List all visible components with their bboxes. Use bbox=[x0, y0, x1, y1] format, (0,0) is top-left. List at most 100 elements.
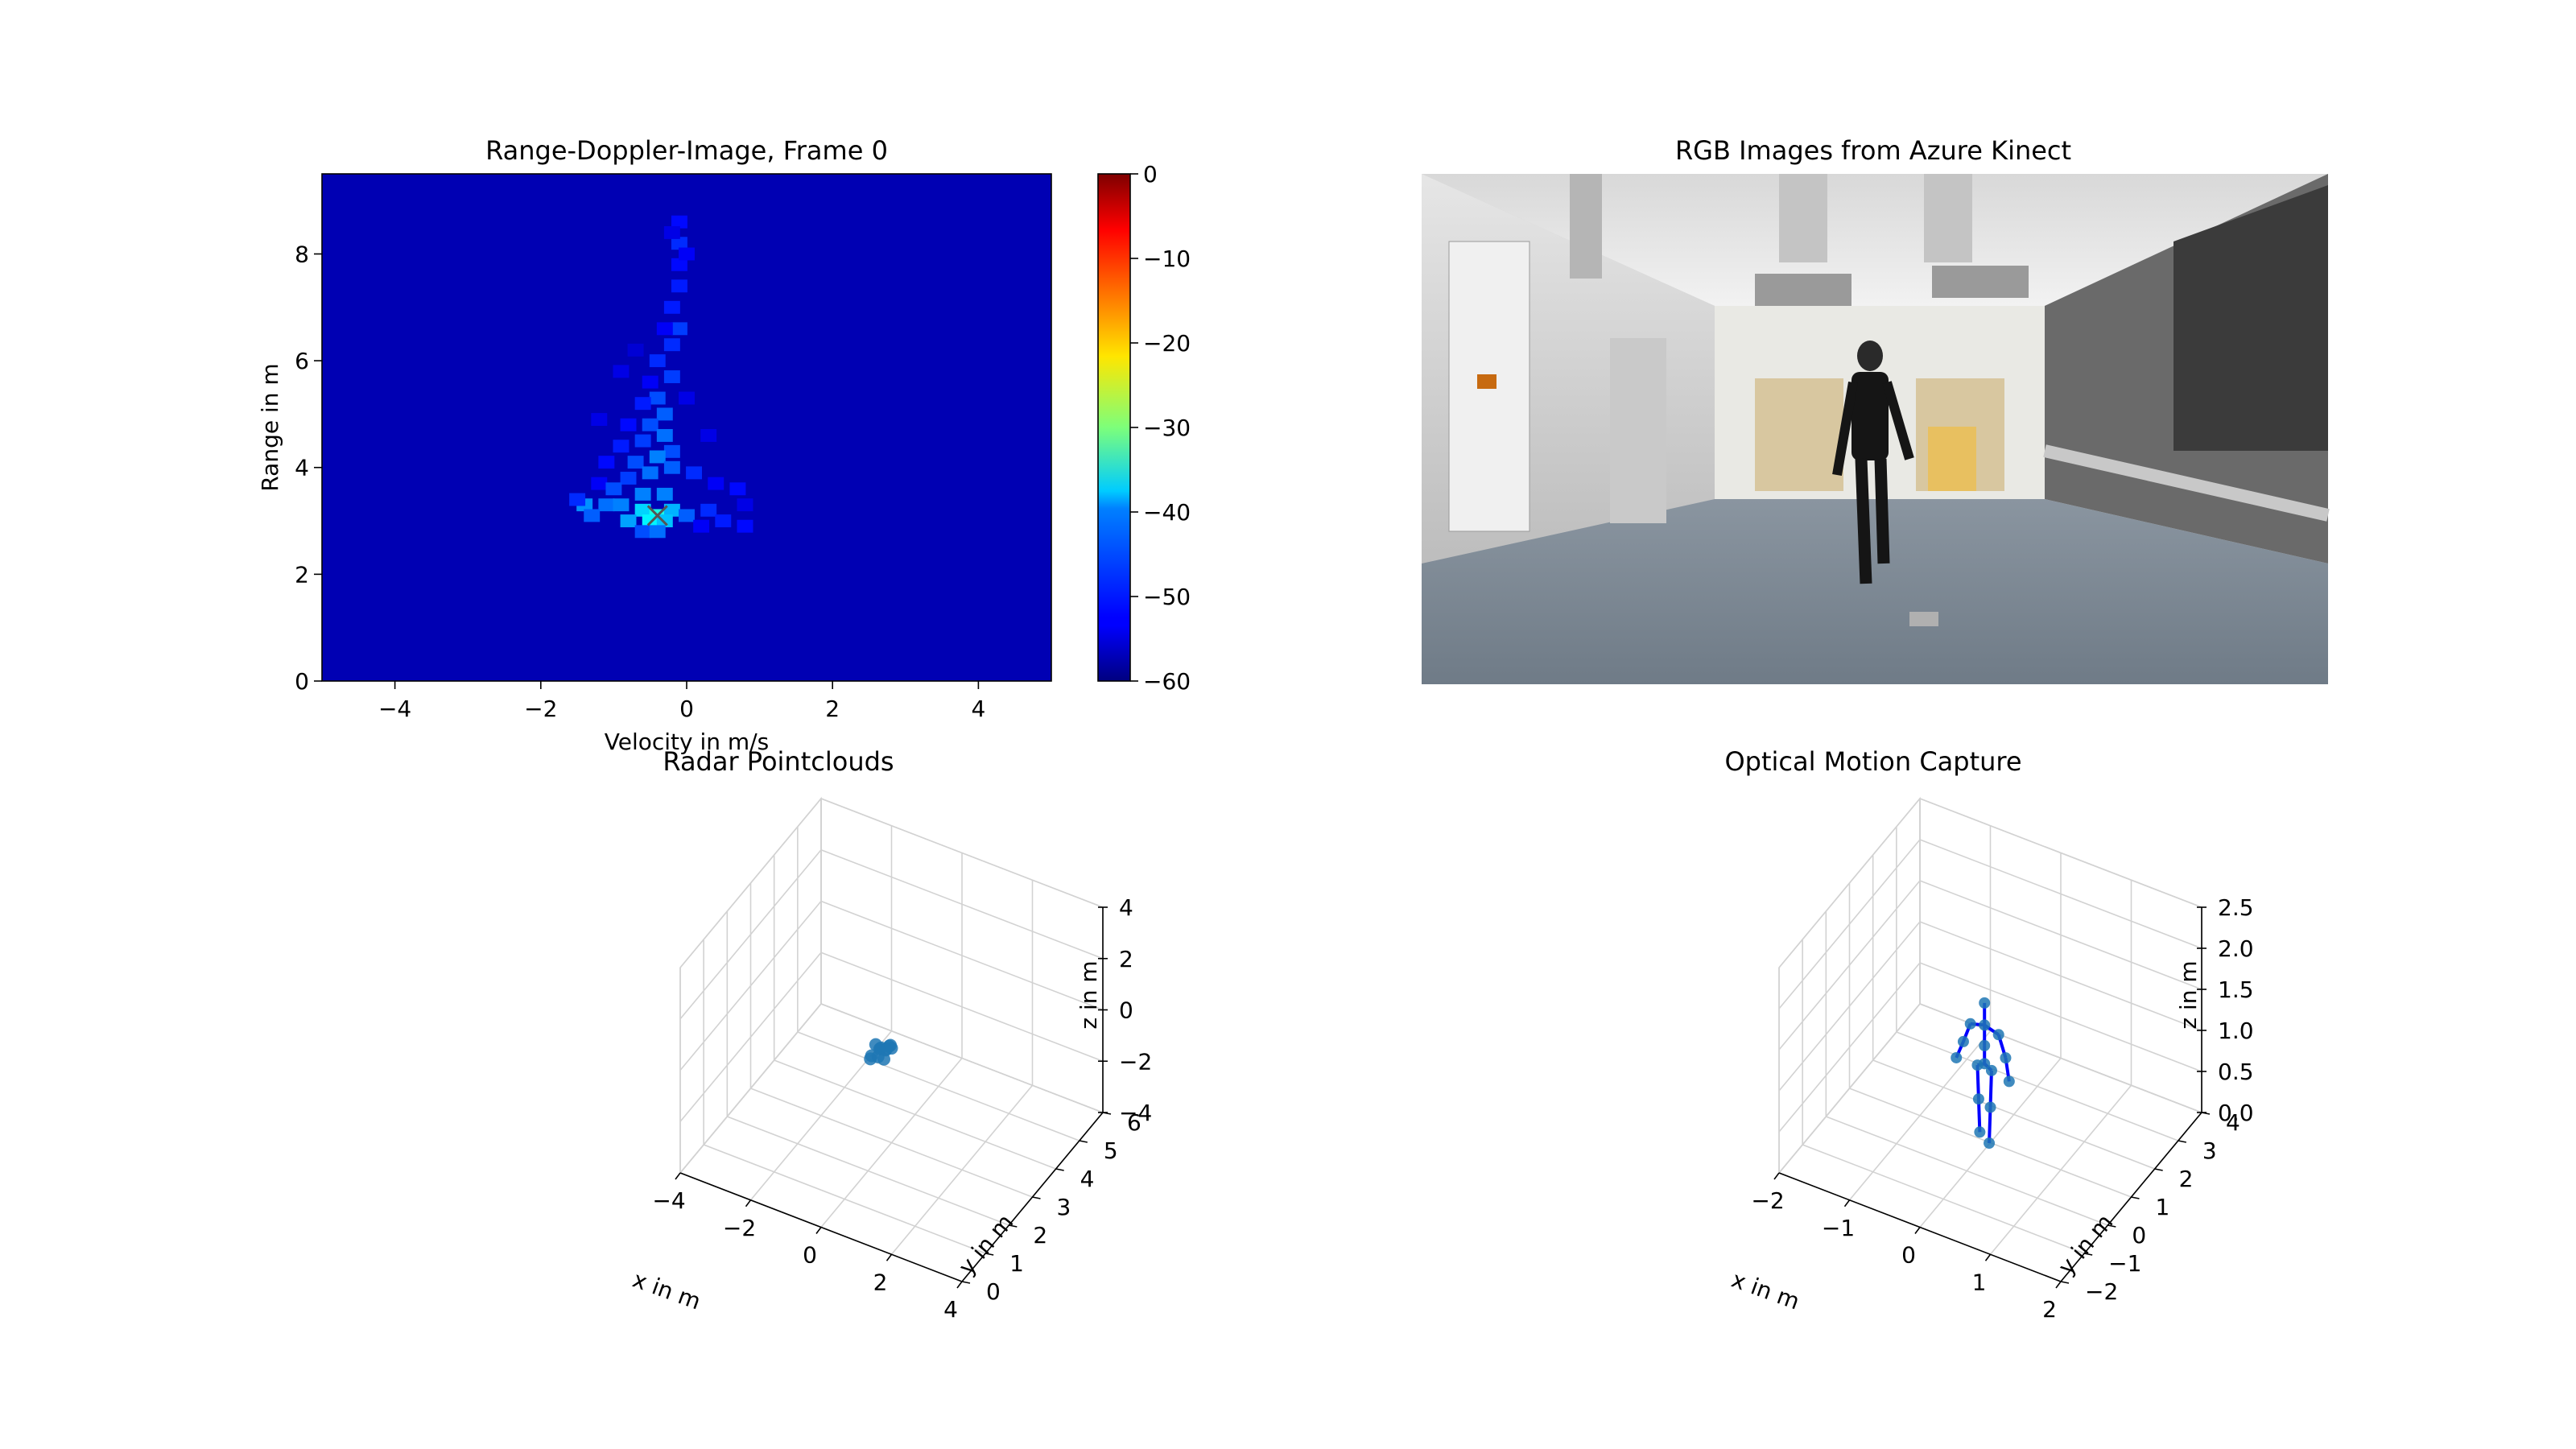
mc-y-tick-label: −1 bbox=[2108, 1250, 2141, 1277]
rd-cell bbox=[671, 215, 687, 229]
pc-y-tick bbox=[1055, 1168, 1064, 1171]
rd-cell bbox=[634, 397, 651, 411]
rgb-panel: RGB Images from Azure Kinect bbox=[1422, 135, 2330, 684]
rd-cell bbox=[634, 434, 651, 448]
mc-z-tick-label: 2.5 bbox=[2218, 894, 2254, 921]
pc-zlabel: z in m bbox=[1075, 960, 1102, 1029]
rd-cells bbox=[569, 215, 753, 539]
mc-z-tick-label: 1.0 bbox=[2218, 1018, 2254, 1044]
pc-grid-line bbox=[774, 1059, 1056, 1170]
mc-grid-line bbox=[1826, 1116, 2108, 1226]
mc-title: Optical Motion Capture bbox=[1724, 746, 2021, 777]
pc-x-tick-label: 4 bbox=[943, 1296, 958, 1323]
rd-cell bbox=[598, 498, 615, 512]
mc-y-tick bbox=[2131, 1196, 2140, 1199]
pc-z-tick-label: 2 bbox=[1119, 946, 1133, 972]
rd-cell bbox=[679, 391, 695, 405]
rd-cell bbox=[671, 279, 687, 293]
rd-cell bbox=[591, 477, 608, 490]
rgb-image bbox=[1422, 174, 2330, 684]
mc-joint-l_hip bbox=[1971, 1059, 1984, 1071]
pc-x-tick bbox=[815, 1227, 822, 1234]
rd-cell bbox=[715, 514, 732, 528]
mc-joint-r_hip bbox=[1985, 1064, 1997, 1076]
pc-grid-line bbox=[679, 849, 822, 1020]
mc-joint-l_knee bbox=[1972, 1093, 1984, 1105]
mc-joint-l_elbow bbox=[1957, 1035, 1969, 1047]
rd-cell bbox=[663, 370, 680, 383]
rd-colorbar-tick-label: −30 bbox=[1143, 415, 1191, 441]
rd-cell bbox=[679, 247, 695, 261]
rd-cell bbox=[729, 482, 746, 496]
mc-grid-line bbox=[1919, 962, 2202, 1072]
mc-joint-r_knee bbox=[1984, 1101, 1996, 1113]
rd-title: Range-Doppler-Image, Frame 0 bbox=[485, 135, 888, 166]
mc-x-tick-label: −1 bbox=[1822, 1215, 1855, 1241]
mc-y-tick bbox=[2084, 1253, 2093, 1256]
mc-joint-head bbox=[1979, 997, 1991, 1009]
pc-grid-line bbox=[679, 1003, 822, 1174]
rd-cell bbox=[686, 466, 703, 480]
mc-x-tick bbox=[1843, 1199, 1851, 1208]
rd-cell bbox=[627, 456, 644, 469]
rd-cell bbox=[642, 466, 658, 480]
mc-x-tick-label: −2 bbox=[1751, 1187, 1784, 1214]
mc-grid-line bbox=[1802, 1144, 2085, 1254]
rd-cell bbox=[591, 413, 608, 427]
rd-cell bbox=[642, 418, 658, 431]
rd-x-tick-label: 4 bbox=[971, 696, 985, 722]
pc-z-tick-label: 4 bbox=[1119, 894, 1133, 921]
rd-marker-stroke bbox=[646, 505, 668, 526]
pc-y-tick-label: 3 bbox=[1057, 1194, 1071, 1220]
mc-y-tick bbox=[2154, 1168, 2163, 1171]
rd-x-ticks: −4 −2 0 2 4 bbox=[378, 681, 985, 722]
pc-y-tick-label: 5 bbox=[1104, 1137, 1118, 1164]
mc-z-tick-label: 0.0 bbox=[2218, 1100, 2254, 1126]
mc-grid-line bbox=[1919, 880, 2202, 990]
pc-z-tick-label: 0 bbox=[1119, 997, 1133, 1024]
pc-grid-line bbox=[679, 798, 822, 968]
rd-cell bbox=[700, 428, 717, 442]
pc-grid-line bbox=[820, 952, 1104, 1062]
mc-y-tick-label: 3 bbox=[2202, 1137, 2217, 1164]
pc-grid-line bbox=[679, 900, 822, 1071]
mc-y-tick bbox=[2060, 1281, 2070, 1284]
rd-cell bbox=[634, 503, 651, 517]
rd-cell bbox=[598, 456, 615, 469]
radar-pointcloud-panel: Radar Pointclouds −4−20240123456−4−2024 … bbox=[630, 746, 1153, 1323]
rd-colorbar-ticks: 0 −10 −20 −30 −40 −50 −60 bbox=[1130, 161, 1191, 695]
rd-cell bbox=[656, 407, 673, 421]
pc-y-tick-label: 1 bbox=[1009, 1250, 1024, 1277]
rd-cell bbox=[656, 487, 673, 501]
pc-x-tick bbox=[675, 1172, 681, 1180]
pc-points bbox=[864, 1038, 898, 1066]
mc-joint-r_ankle bbox=[1984, 1137, 1996, 1150]
rd-xlabel: Velocity in m/s bbox=[605, 729, 769, 755]
mc-grid-line bbox=[1778, 921, 1921, 1092]
mc-grid-line bbox=[1919, 798, 2202, 908]
rd-cell bbox=[700, 503, 717, 517]
rd-cell bbox=[649, 450, 666, 464]
pc-x-tick-label: −4 bbox=[652, 1187, 685, 1214]
pc-grid-line bbox=[727, 1116, 1009, 1226]
rd-y-tick-label: 0 bbox=[295, 668, 309, 695]
rd-cell bbox=[649, 525, 666, 539]
mc-y-tick-label: 4 bbox=[2226, 1109, 2240, 1136]
rd-cell bbox=[679, 509, 695, 522]
mc-x-tick bbox=[1773, 1172, 1780, 1180]
mc-grid-line bbox=[1778, 962, 1921, 1133]
mc-joint-spine bbox=[1979, 1039, 1991, 1051]
mc-joint-l_wrist bbox=[1951, 1051, 1963, 1063]
pc-point bbox=[869, 1038, 882, 1051]
rd-cell bbox=[663, 444, 680, 458]
mc-z-tick-label: 0.5 bbox=[2218, 1059, 2254, 1085]
pc-z-tick-label: −2 bbox=[1119, 1048, 1152, 1075]
rgb-title: RGB Images from Azure Kinect bbox=[1675, 135, 2071, 166]
rd-cell bbox=[663, 300, 680, 314]
person-figure bbox=[1832, 341, 1914, 584]
mc-x-tick-label: 2 bbox=[2042, 1296, 2057, 1323]
mc-joint-l_ankle bbox=[1974, 1126, 1986, 1138]
rd-cell bbox=[634, 487, 651, 501]
rd-y-tick-label: 2 bbox=[295, 561, 309, 588]
